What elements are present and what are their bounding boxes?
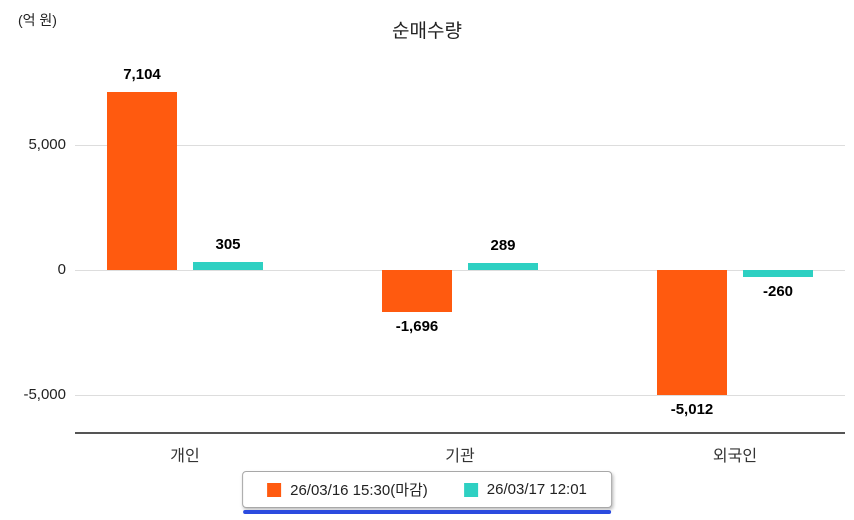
gridline xyxy=(75,145,845,146)
y-tick-label: -5,000 xyxy=(23,386,66,403)
y-axis-unit-label: (억 원) xyxy=(18,12,57,28)
bar xyxy=(382,270,452,313)
x-axis-line xyxy=(75,432,845,434)
legend-swatch xyxy=(267,482,282,497)
bar-value-label: -260 xyxy=(762,282,794,300)
legend: 26/03/16 15:30(마감) 26/03/17 12:01 xyxy=(242,471,612,514)
bar-value-label: 305 xyxy=(215,236,241,254)
gridline xyxy=(75,270,845,271)
bar-value-label: -5,012 xyxy=(670,401,714,419)
bar xyxy=(468,262,538,270)
bar xyxy=(107,92,177,270)
category-label: 기관 xyxy=(445,448,475,465)
category-label: 외국인 xyxy=(712,448,758,465)
legend-item: 26/03/17 12:01 xyxy=(463,481,587,498)
legend-swatch xyxy=(463,482,478,497)
category-label: 개인 xyxy=(170,448,200,465)
legend-item: 26/03/16 15:30(마감) xyxy=(267,479,428,500)
y-tick-label: 5,000 xyxy=(28,136,66,153)
bar-value-label: 7,104 xyxy=(123,66,161,84)
bar xyxy=(743,270,813,277)
bar-value-label: -1,696 xyxy=(395,318,439,336)
chart-title: 순매수량 xyxy=(392,21,462,42)
legend-label: 26/03/17 12:01 xyxy=(486,481,587,498)
bar xyxy=(657,270,727,396)
y-tick-label: 0 xyxy=(57,261,66,278)
legend-label: 26/03/16 15:30(마감) xyxy=(290,482,428,499)
bar xyxy=(193,262,263,270)
bar-value-label: 289 xyxy=(490,236,516,254)
gridline xyxy=(75,395,845,396)
